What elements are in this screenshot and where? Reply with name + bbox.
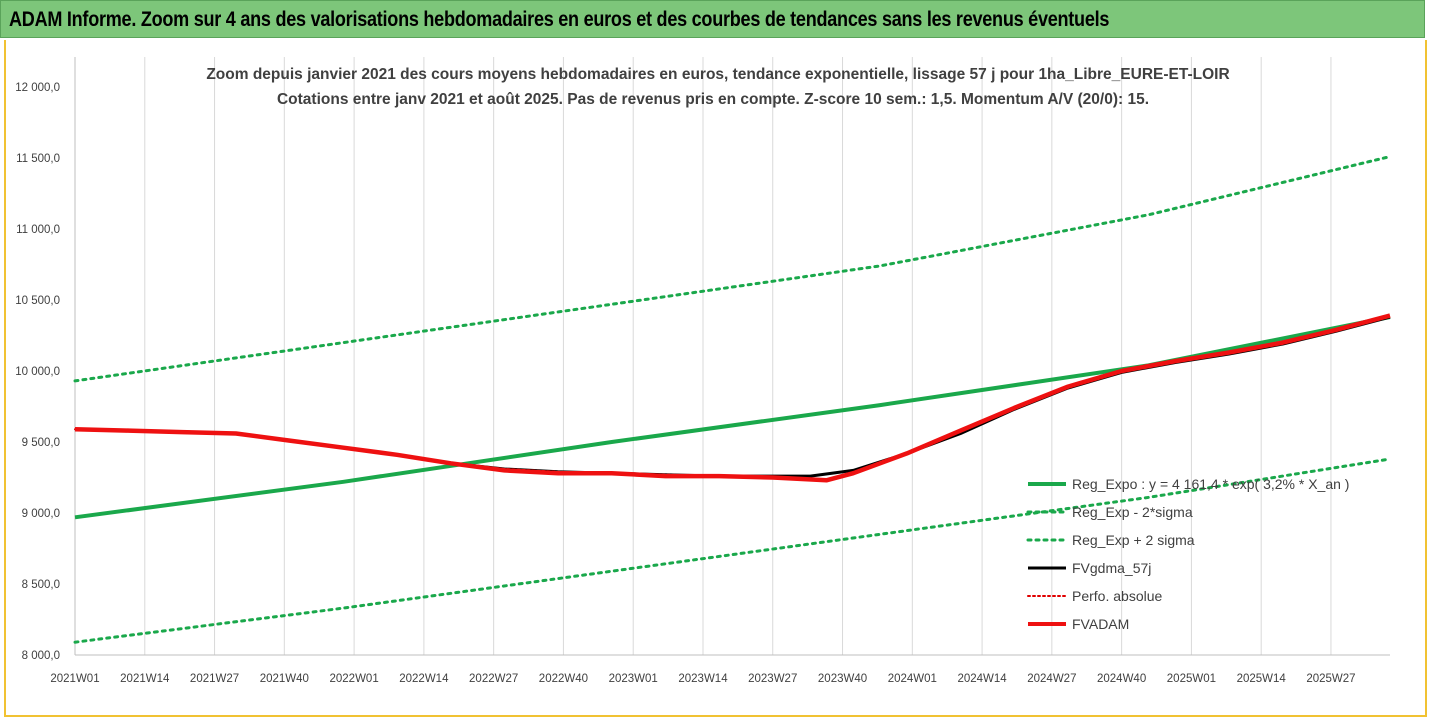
legend-label: Perfo. absolue (1072, 588, 1162, 604)
x-tick-label: 2024W40 (1097, 673, 1146, 685)
y-tick-label: 10 500,0 (15, 295, 60, 307)
x-tick-label: 2025W14 (1237, 673, 1287, 685)
y-tick-label: 10 000,0 (15, 366, 60, 378)
legend-label: Reg_Expo : y = 4 161,4 * exp( 3,2% * X_a… (1072, 476, 1349, 492)
legend-label: FVADAM (1072, 616, 1129, 632)
x-tick-label: 2022W01 (329, 673, 378, 685)
report-banner-title: ADAM Informe. Zoom sur 4 ans des valoris… (9, 8, 1110, 31)
series-line-1 (73, 457, 1392, 644)
x-tick-label: 2025W27 (1306, 673, 1355, 685)
x-tick-label: 2021W27 (190, 673, 239, 685)
y-tick-label: 11 000,0 (16, 224, 60, 236)
x-tick-label: 2022W14 (399, 673, 449, 685)
series-lines (73, 155, 1392, 644)
legend-label: FVgdma_57j (1072, 560, 1151, 576)
y-tick-label: 12 000,0 (15, 82, 60, 94)
y-tick-label: 11 500,0 (16, 153, 60, 165)
axes: 2021W01 2021W14 2021W27 2021W40 2022W01 2022W… (15, 57, 1390, 685)
legend-label: Reg_Exp - 2*sigma (1072, 504, 1193, 520)
gridlines (74, 57, 1332, 655)
chart-title-line-1: Zoom depuis janvier 2021 des cours moyen… (206, 66, 1229, 83)
x-tick-label: 2021W01 (50, 673, 99, 685)
x-tick-label: 2021W14 (120, 673, 170, 685)
chart-frame (4, 40, 1427, 717)
y-tick-label: 8 500,0 (22, 579, 60, 591)
x-tick-label: 2024W14 (957, 673, 1007, 685)
y-tick-label: 9 500,0 (22, 437, 60, 449)
series-line-4 (74, 314, 1391, 482)
series-line-3 (74, 315, 1391, 478)
x-tick-label: 2023W14 (678, 673, 728, 685)
y-tick-label: 9 000,0 (22, 508, 60, 520)
series-line-2 (73, 155, 1392, 383)
y-tick-label: 8 000,0 (22, 650, 60, 662)
x-tick-label: 2022W27 (469, 673, 518, 685)
x-tick-label: 2024W01 (888, 673, 937, 685)
series-line-5 (74, 313, 1391, 483)
x-tick-label: 2021W40 (260, 673, 309, 685)
x-tick-label: 2024W27 (1027, 673, 1076, 685)
x-tick-label: 2023W01 (609, 673, 658, 685)
report-banner: ADAM Informe. Zoom sur 4 ans des valoris… (0, 0, 1425, 38)
chart-title-line-2: Cotations entre janv 2021 et août 2025. … (277, 91, 1149, 108)
x-tick-label: 2023W40 (818, 673, 867, 685)
legend-label: Reg_Exp + 2 sigma (1072, 532, 1195, 548)
legend: Reg_Expo : y = 4 161,4 * exp( 3,2% * X_a… (1026, 476, 1349, 632)
x-tick-label: 2023W27 (748, 673, 797, 685)
x-tick-label: 2025W01 (1167, 673, 1216, 685)
chart-title: Zoom depuis janvier 2021 des cours moyen… (206, 66, 1229, 108)
x-tick-label: 2022W40 (539, 673, 588, 685)
